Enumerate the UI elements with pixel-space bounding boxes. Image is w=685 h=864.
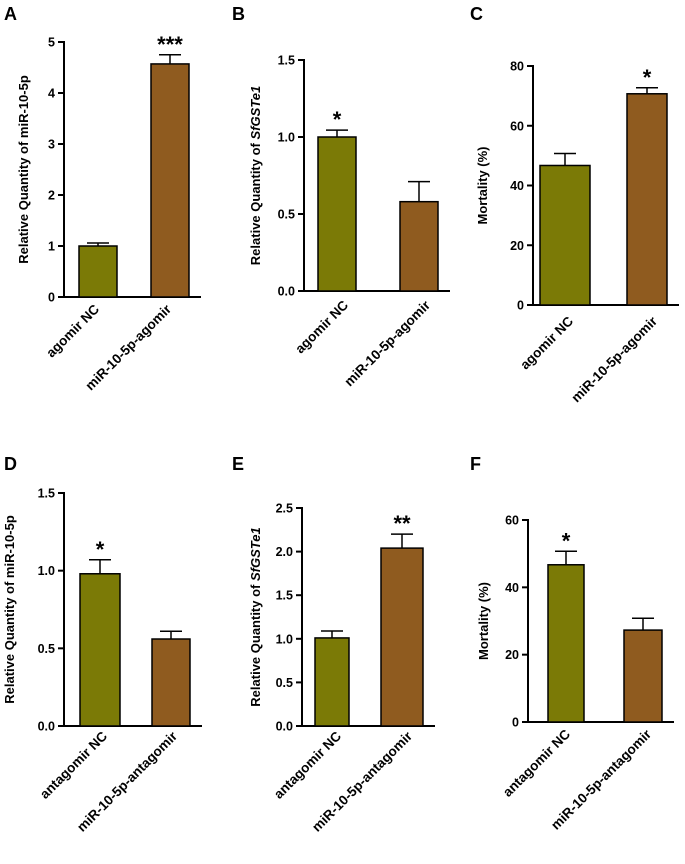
y-axis-label: Relative Quantity of miR-10-5p bbox=[16, 75, 31, 264]
panel-letter: F bbox=[470, 454, 481, 474]
bar-control bbox=[314, 637, 350, 727]
panel-letter: C bbox=[470, 4, 483, 24]
y-axis-label: Mortality (%) bbox=[475, 147, 490, 225]
significance-marker: * bbox=[643, 65, 652, 90]
y-tick-label: 80 bbox=[510, 60, 524, 74]
bar-treatment bbox=[151, 638, 191, 727]
y-tick-label: 2.0 bbox=[276, 545, 293, 559]
y-tick-label: 0.5 bbox=[38, 642, 55, 656]
panel-d: D 0.0 0.5 1.0 1.5 Relative Quantity of miR-10… bbox=[2, 454, 202, 835]
panel-a: A 0 1 2 3 4 5 Relative Quantity of miR-10-5p ago… bbox=[4, 4, 201, 393]
y-tick-label: 5 bbox=[48, 36, 55, 50]
y-tick-label: 2 bbox=[48, 189, 55, 203]
y-axis-label: Relative Quantity of SfGSTe1 bbox=[248, 86, 263, 265]
bar-control bbox=[539, 164, 591, 306]
significance-marker: *** bbox=[157, 32, 183, 57]
y-tick-label: 1.5 bbox=[276, 589, 293, 603]
bar-control bbox=[78, 245, 118, 298]
panel-letter: E bbox=[232, 454, 244, 474]
y-tick-label: 0.0 bbox=[276, 720, 293, 734]
x-category-label: agomir NC bbox=[43, 301, 102, 360]
x-category-label: miR-10-5p-agomir bbox=[568, 313, 660, 405]
y-tick-label: 3 bbox=[48, 138, 55, 152]
y-axis-label: Relative Quantity of miR-10-5p bbox=[2, 515, 17, 704]
y-tick-label: 60 bbox=[505, 514, 519, 528]
y-tick-label: 60 bbox=[510, 119, 524, 133]
bar-treatment bbox=[380, 547, 424, 727]
bar-control bbox=[547, 564, 585, 723]
bar-treatment bbox=[150, 63, 190, 298]
y-tick-label: 0.5 bbox=[278, 208, 295, 222]
y-tick-label: 0.0 bbox=[38, 720, 55, 734]
bar-treatment bbox=[623, 629, 663, 723]
panel-letter: A bbox=[4, 4, 17, 24]
y-tick-label: 0 bbox=[48, 291, 55, 305]
panel-e: E 0.0 0.5 1.0 1.5 2.0 2.5 Relative Quantity of … bbox=[232, 454, 435, 835]
significance-marker: * bbox=[333, 107, 342, 132]
x-category-label: miR-10-5p-agomir bbox=[341, 297, 433, 389]
y-tick-label: 1 bbox=[48, 240, 55, 254]
y-tick-label: 1.5 bbox=[278, 54, 295, 68]
y-tick-label: 1.0 bbox=[276, 632, 293, 646]
y-tick-label: 0 bbox=[517, 299, 524, 313]
y-tick-label: 1.0 bbox=[278, 131, 295, 145]
bar-treatment bbox=[626, 93, 668, 306]
bar-control bbox=[79, 573, 121, 727]
panel-letter: B bbox=[232, 4, 245, 24]
x-category-label: antagomir NC bbox=[500, 726, 573, 799]
y-tick-label: 4 bbox=[48, 87, 55, 101]
y-tick-label: 0 bbox=[512, 716, 519, 730]
x-category-label: antagomir NC bbox=[271, 728, 344, 801]
y-tick-label: 1.5 bbox=[38, 487, 55, 501]
y-tick-label: 20 bbox=[505, 648, 519, 662]
significance-marker: ** bbox=[393, 511, 411, 536]
x-category-label: antagomir NC bbox=[37, 728, 110, 801]
y-tick-label: 0.5 bbox=[276, 676, 293, 690]
panel-b: B 0.0 0.5 1.0 1.5 Relative Quantity of SfGSTe… bbox=[232, 4, 450, 389]
bar-control bbox=[317, 136, 357, 292]
y-tick-label: 40 bbox=[510, 179, 524, 193]
y-tick-label: 1.0 bbox=[38, 564, 55, 578]
bar-treatment bbox=[399, 200, 439, 292]
y-tick-label: 0.0 bbox=[278, 285, 295, 299]
significance-marker: * bbox=[96, 537, 105, 562]
panel-letter: D bbox=[4, 454, 17, 474]
panel-c: C 0 20 40 60 80 Mortality (%) agomir NC * miR-10-… bbox=[470, 4, 679, 405]
y-tick-label: 40 bbox=[505, 581, 519, 595]
significance-marker: * bbox=[562, 528, 571, 553]
y-tick-label: 20 bbox=[510, 239, 524, 253]
y-axis-label: Relative Quantity of SfGSTe1 bbox=[248, 527, 263, 706]
y-tick-label: 2.5 bbox=[276, 502, 293, 516]
y-axis-label: Mortality (%) bbox=[476, 582, 491, 660]
x-category-label: agomir NC bbox=[517, 313, 576, 372]
x-category-label: agomir NC bbox=[292, 297, 351, 356]
